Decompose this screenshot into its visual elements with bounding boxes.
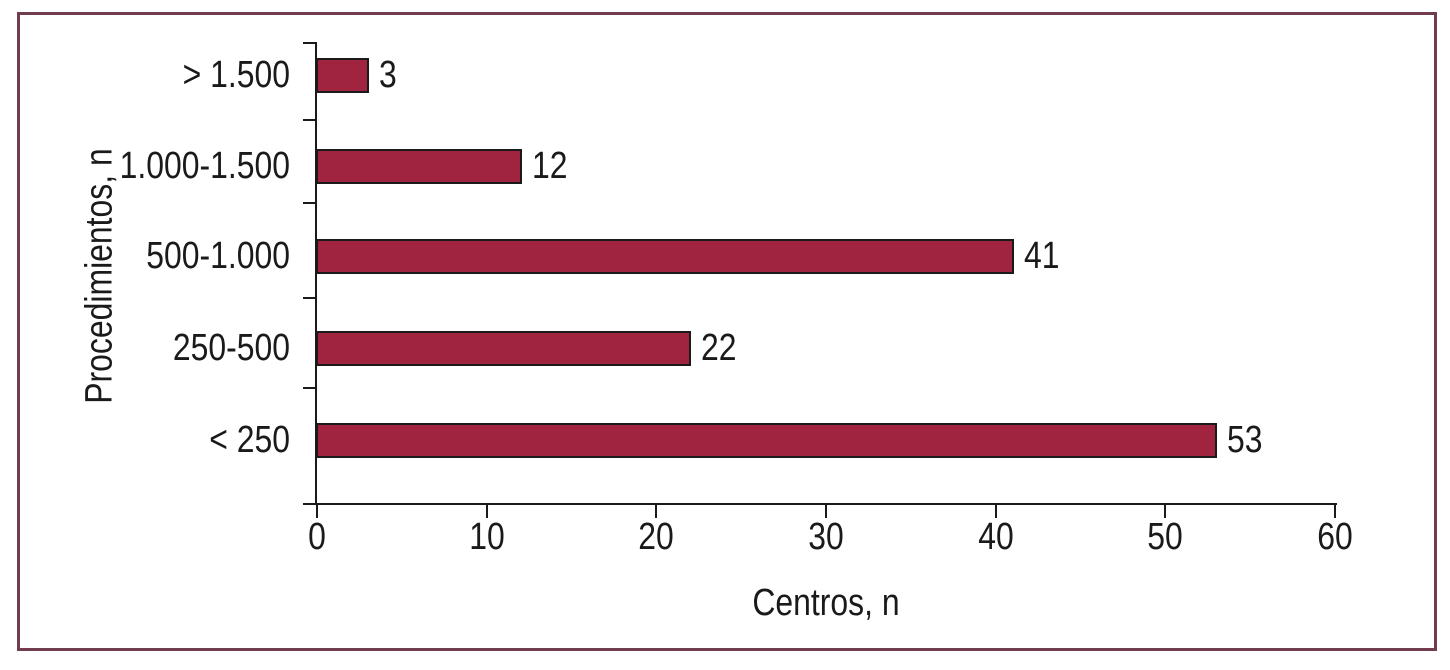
category-label: 250-500 [172,326,290,369]
bar [316,331,692,366]
x-tick [1164,503,1167,518]
x-tick-label: 50 [1147,516,1184,559]
bar [316,423,1218,458]
bar-value-label: 41 [1023,234,1060,277]
x-tick-label: 0 [308,516,326,559]
x-tick-label: 60 [1317,516,1353,559]
x-tick [1334,503,1336,518]
bar [316,239,1014,274]
y-tick [303,202,317,204]
category-label: > 1.500 [182,53,290,96]
x-tick [316,503,318,518]
x-axis-title: Centros, n [752,582,900,624]
x-tick [994,503,997,518]
y-tick [303,297,317,299]
x-tick-label: 10 [468,516,505,559]
y-axis-title: Procedimientos, n [78,148,121,404]
x-tick-label: 40 [977,516,1014,559]
x-axis-line [303,503,1337,505]
bar [316,149,522,184]
figure-frame [17,12,1437,651]
x-tick-label: 20 [638,516,675,559]
x-tick [485,503,488,518]
y-tick [303,503,317,505]
bar-value-label: 22 [701,326,737,369]
bar-value-label: 3 [378,53,397,96]
bar-value-label: 53 [1227,418,1263,461]
y-tick [303,119,317,121]
x-tick [825,503,827,518]
x-tick-label: 30 [808,516,844,559]
category-label: 1.000-1.500 [119,144,290,187]
bar [316,58,369,93]
y-tick [303,42,317,44]
category-label: < 250 [209,418,290,461]
y-tick [303,387,317,389]
category-label: 500-1.000 [146,234,290,277]
bar-value-label: 12 [531,144,568,187]
x-tick [655,503,658,518]
